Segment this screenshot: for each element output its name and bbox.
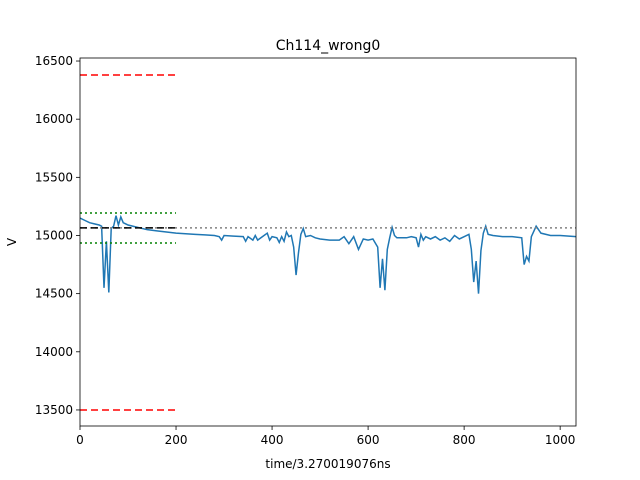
x-tick-label: 1000 (545, 433, 576, 447)
data-line (80, 214, 576, 294)
y-tick-label: 15500 (35, 170, 73, 184)
chart-title: Ch114_wrong0 (276, 38, 381, 54)
y-tick-label: 14500 (35, 287, 73, 301)
y-tick-label: 14000 (35, 345, 73, 359)
y-tick-label: 15000 (35, 228, 73, 242)
x-tick-label: 0 (76, 433, 84, 447)
x-tick-label: 400 (261, 433, 284, 447)
y-tick-label: 16500 (35, 54, 73, 68)
y-tick-label: 16000 (35, 112, 73, 126)
x-axis-label: time/3.270019076ns (265, 457, 390, 471)
x-tick-label: 200 (165, 433, 188, 447)
x-tick-label: 800 (453, 433, 476, 447)
y-axis-label: V (5, 237, 19, 246)
x-tick-label: 600 (357, 433, 380, 447)
plot-frame (79, 57, 577, 427)
y-tick-label: 13500 (35, 403, 73, 417)
